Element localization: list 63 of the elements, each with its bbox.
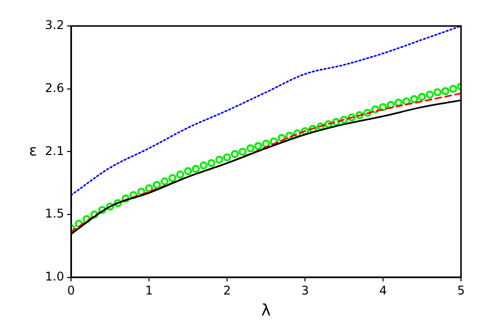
point: [145, 184, 154, 192]
point: [207, 159, 216, 168]
point: [152, 180, 161, 189]
point: [215, 156, 224, 164]
y-tick-label: 1.5: [44, 206, 64, 221]
point: [348, 113, 356, 122]
point: [301, 127, 310, 136]
point: [379, 103, 388, 112]
x-tick-label: 0: [67, 284, 75, 298]
line-series: [71, 26, 461, 196]
x-tick-label: 1: [145, 284, 153, 298]
point: [184, 167, 192, 176]
point: [137, 188, 146, 196]
point: [386, 100, 395, 109]
point: [254, 142, 262, 150]
point: [293, 129, 302, 138]
x-tick-label: 3: [301, 284, 309, 298]
point: [176, 170, 184, 179]
point: [316, 122, 325, 131]
point: [168, 174, 176, 182]
point: [324, 120, 332, 128]
x-tick-label: 4: [379, 284, 387, 298]
point: [114, 199, 122, 208]
y-tick-label: 1.0: [44, 270, 64, 284]
point: [200, 161, 208, 170]
point: [285, 132, 294, 140]
x-tick-label: 5: [457, 284, 465, 298]
point: [308, 124, 317, 133]
point: [192, 164, 200, 173]
point: [122, 194, 130, 203]
point: [410, 95, 418, 104]
point: [340, 116, 348, 124]
y-tick-label: 3.2: [44, 18, 64, 32]
point: [129, 191, 138, 200]
point: [441, 87, 450, 96]
point: [106, 202, 114, 211]
point: [418, 92, 426, 101]
point: [426, 90, 434, 99]
point: [394, 98, 403, 107]
point: [270, 137, 278, 146]
point: [356, 111, 364, 120]
point: [402, 97, 410, 106]
point: [230, 150, 239, 158]
point: [82, 215, 91, 224]
point: [278, 134, 286, 142]
point: [363, 108, 372, 117]
point: [98, 206, 106, 214]
point: [90, 210, 98, 219]
point: [160, 177, 169, 186]
point: [262, 140, 270, 148]
point: [223, 153, 232, 162]
point: [371, 105, 380, 114]
point: [238, 148, 247, 156]
point: [246, 144, 254, 152]
y-tick-label: 2.1: [44, 144, 64, 158]
point: [449, 84, 458, 93]
x-axis-title: λ: [261, 300, 271, 320]
y-tick-label: 2.6: [44, 80, 64, 95]
y-axis-title: ε: [29, 142, 38, 160]
point: [332, 118, 340, 126]
point: [74, 220, 83, 228]
point: [434, 88, 442, 96]
x-tick-label: 2: [223, 284, 231, 298]
